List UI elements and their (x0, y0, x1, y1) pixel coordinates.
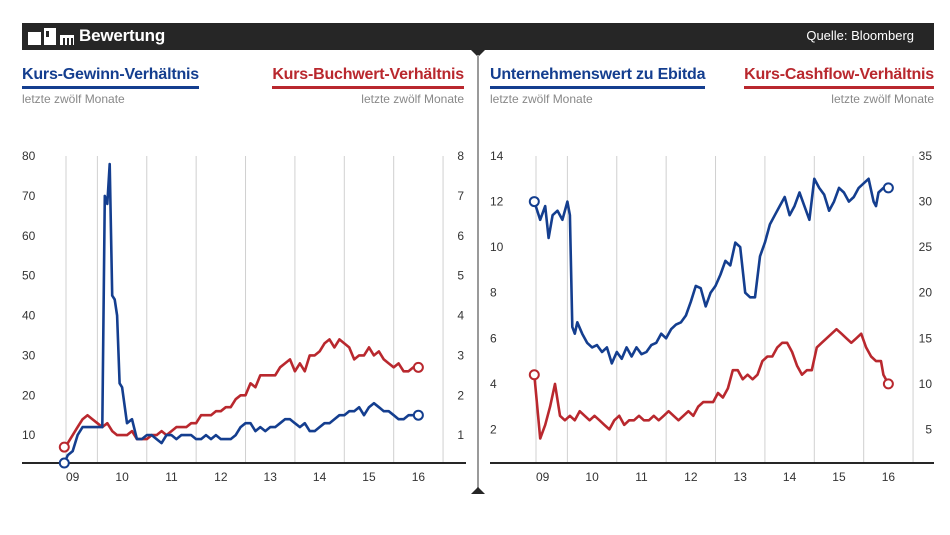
chart1-ytick-left: 50 (22, 269, 36, 283)
chart2-ytick-left: 10 (490, 240, 504, 254)
chart2-title-left: Unternehmenswert zu Ebitda (490, 66, 705, 89)
chart2-ytick-right: 15 (919, 331, 933, 345)
chart1-ytick-right: 6 (457, 229, 464, 243)
chart2-series-left-end-point (882, 182, 894, 194)
chart2-ytick-left: 2 (490, 422, 497, 436)
chart1-series-left-end-point (412, 409, 424, 421)
chart2-ytick-left: 8 (490, 286, 497, 300)
chart1-subtitle-right: letzte zwölf Monate (361, 92, 464, 106)
chart1-ytick-right: 1 (457, 428, 464, 442)
source-note: Quelle: Bloomberg (806, 28, 914, 43)
chart1-ytick-right: 7 (457, 189, 464, 203)
chart2-ytick-left: 4 (490, 377, 497, 391)
chart2-series-left-start-point (528, 196, 540, 208)
chart2-ytick-left: 6 (490, 331, 497, 345)
chart2-xtick: 12 (684, 470, 698, 484)
chart1-ytick-left: 70 (22, 189, 36, 203)
chart2-xtick: 16 (882, 470, 896, 484)
chart1-series-right-line (63, 338, 419, 448)
chart1-ytick-left: 80 (22, 149, 36, 163)
chart1-xtick: 13 (264, 470, 278, 484)
chart1-subtitle-left: letzte zwölf Monate (22, 92, 125, 106)
chart2-series-left-line (533, 177, 889, 365)
chart1-title-right: Kurs-Buchwert-Verhältnis (272, 66, 464, 89)
chart2-ytick-left: 14 (490, 149, 504, 163)
chart2-ytick-right: 35 (919, 149, 933, 163)
chart1-ytick-right: 4 (457, 309, 464, 323)
chart1-series-left-start-point (58, 457, 70, 469)
chart2-ytick-left: 12 (490, 195, 504, 209)
chart2-series-right-line (533, 327, 890, 440)
chart2-ytick-right: 10 (919, 377, 933, 391)
chart2-ytick-right: 20 (919, 286, 933, 300)
divider-notch-bottom (471, 487, 485, 494)
chart2-ytick-right: 30 (919, 195, 933, 209)
chart2-title-right: Kurs-Cashflow-Verhältnis (744, 66, 934, 89)
chart2-xtick: 10 (585, 470, 599, 484)
chart1-xtick: 15 (362, 470, 376, 484)
chart2-series-right-end-point (882, 378, 894, 390)
chart2-ytick-right: 5 (925, 422, 932, 436)
chart2-xtick: 09 (536, 470, 550, 484)
chart1-xtick: 09 (66, 470, 80, 484)
chart1-ytick-left: 60 (22, 229, 36, 243)
chart1-xtick: 14 (313, 470, 327, 484)
chart1-ytick-left: 20 (22, 388, 36, 402)
chart1-xtick: 16 (412, 470, 426, 484)
chart2-series-right-start-point (528, 369, 540, 381)
page-title: Bewertung (79, 26, 166, 45)
chart1-ytick-left: 10 (22, 428, 36, 442)
chart2-ytick-right: 25 (919, 240, 933, 254)
chart1-ytick-right: 2 (457, 388, 464, 402)
chart1-ytick-right: 5 (457, 269, 464, 283)
chart1-ytick-left: 40 (22, 309, 36, 323)
chart1-ytick-left: 30 (22, 348, 36, 362)
chart1-ytick-right: 3 (457, 348, 464, 362)
chart2-xtick: 15 (832, 470, 846, 484)
divider-notch-top (471, 50, 485, 57)
chart2-subtitle-left: letzte zwölf Monate (490, 92, 593, 106)
chart2-xtick: 14 (783, 470, 797, 484)
chart1-xtick: 10 (115, 470, 129, 484)
chart2-xtick: 13 (734, 470, 748, 484)
chart1-xtick: 11 (165, 470, 178, 484)
chart1-series-right-start-point (58, 441, 70, 453)
chart1-series-left-line (63, 162, 419, 464)
chart1-xtick: 12 (214, 470, 228, 484)
chart1-series-right-end-point (412, 361, 424, 373)
header-bar: Bewertung Quelle: Bloomberg (22, 23, 934, 50)
panel-divider (477, 55, 479, 489)
chart1-title-left: Kurs-Gewinn-Verhältnis (22, 66, 199, 89)
chart-left: 80 70 60 50 40 30 20 10 8 7 6 5 4 3 2 1 09 10 11 12 13 14 15 16 (22, 149, 466, 484)
chart-right: 14 12 10 8 6 4 2 35 30 25 20 15 10 5 09 10 11 12 13 14 15 16 (490, 149, 934, 484)
chart2-subtitle-right: letzte zwölf Monate (831, 92, 934, 106)
chart1-ytick-right: 8 (457, 149, 464, 163)
chart2-xtick: 11 (635, 470, 648, 484)
